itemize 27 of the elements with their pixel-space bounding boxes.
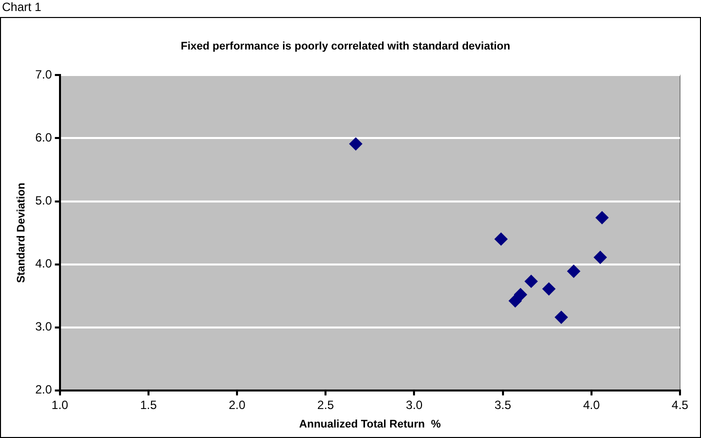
x-tick-label: 1.0 xyxy=(52,398,69,412)
x-tick-label: 4.0 xyxy=(583,398,600,412)
point xyxy=(567,264,580,278)
point xyxy=(349,137,362,150)
y-axis-title: Standard Deviation xyxy=(16,182,28,283)
y-tick-label: 5.0 xyxy=(35,194,52,208)
x-axis-title: Annualized Total Return % xyxy=(299,418,441,430)
caption: Chart 1 xyxy=(2,0,42,14)
x-tick-label: 1.5 xyxy=(140,398,158,412)
x-tick-label: 2.0 xyxy=(228,398,246,412)
chart-title: Fixed performance is poorly correlated with standard deviation xyxy=(180,40,511,53)
x-tick-label: 3.0 xyxy=(406,398,423,412)
y-tick-label: 3.0 xyxy=(35,320,52,334)
point xyxy=(596,211,609,224)
point xyxy=(524,274,538,288)
point xyxy=(594,250,607,264)
x-tick-label: 2.5 xyxy=(317,398,334,412)
point xyxy=(542,282,556,296)
y-tick-label: 6.0 xyxy=(35,130,52,145)
point xyxy=(554,310,568,324)
x-tick-label: 3.5 xyxy=(494,398,512,412)
point xyxy=(494,232,508,246)
y-tick-label: 7.0 xyxy=(35,68,52,82)
y-tick-label: 2.0 xyxy=(35,382,52,397)
point xyxy=(508,294,522,308)
x-tick-label: 4.5 xyxy=(672,398,689,412)
y-tick-label: 4.0 xyxy=(35,256,52,271)
